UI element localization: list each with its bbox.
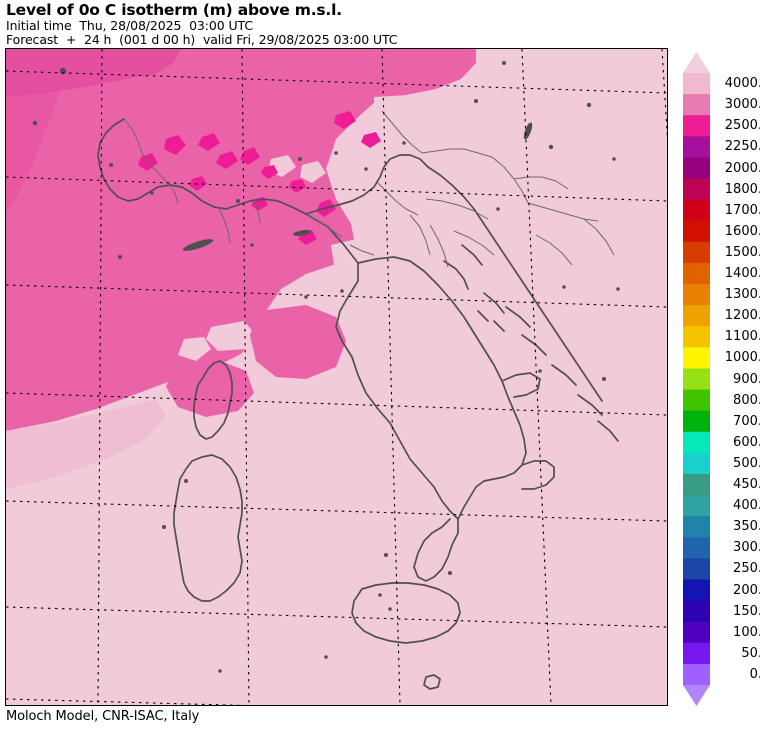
colorbar-tick-label: 2250. [724, 139, 760, 155]
colorbar-tick-label: 1600. [724, 223, 760, 239]
colorbar-tick-label: 100. [733, 624, 760, 640]
colorbar-band [683, 642, 710, 665]
colorbar-band [683, 136, 710, 159]
colorbar-tick-label: 400. [733, 498, 760, 514]
model-credit: Moloch Model, CNR-ISAC, Italy [6, 709, 200, 724]
colorbar-tick-label: 50. [741, 645, 760, 661]
colorbar-band [683, 157, 710, 180]
colorbar-tick-label: 1000. [724, 350, 760, 366]
colorbar-tick-label: 300. [733, 540, 760, 556]
colorbar-tick-label: 1300. [724, 287, 760, 303]
header-block: Level of 0o C isotherm (m) above m.s.l. … [6, 2, 706, 46]
colorbar-swatches [683, 52, 710, 706]
colorbar-band [683, 284, 710, 306]
colorbar-band [683, 241, 710, 264]
colorbar-tick-label: 1800. [724, 181, 760, 197]
colorbar-tick-label: 2000. [724, 160, 760, 176]
initial-time-label: Initial time Thu, 28/08/2025 03:00 UTC [6, 18, 253, 33]
colorbar-under-arrow [683, 685, 710, 706]
colorbar-band [683, 115, 710, 137]
colorbar-tick-label: 150. [733, 603, 760, 619]
colorbar-band [683, 389, 710, 412]
colorbar-band [683, 220, 710, 243]
colorbar-band [683, 73, 710, 95]
colorbar-tick-label: 1200. [724, 308, 760, 324]
colorbar-tick-label: 1100. [724, 329, 760, 345]
map-panel[interactable] [5, 48, 668, 706]
colorbar-tick-label: 700. [733, 413, 760, 429]
colorbar-band [683, 537, 710, 559]
colorbar-tick-label: 1700. [724, 202, 760, 218]
colorbar-band [683, 305, 710, 327]
colorbar-band [683, 199, 710, 222]
colorbar-band [683, 600, 710, 623]
colorbar-tick-label: 500. [733, 455, 760, 471]
colorbar-tick-label: 450. [733, 477, 760, 492]
colorbar-band [683, 621, 710, 644]
colorbar-tick-label: 350. [733, 519, 760, 535]
forecast-label: Forecast + 24 h (001 d 00 h) valid Fri, … [6, 31, 398, 47]
colorbar-tick-label: 1400. [724, 266, 760, 281]
colorbar-tick-label: 600. [733, 434, 760, 450]
colorbar-tick-label: 1500. [724, 244, 760, 260]
colorbar-band [683, 516, 710, 538]
colorbar-labels: 4000. 3000. 2500. 2250. 2000. 1800. 1700. 1600.… [718, 48, 760, 708]
colorbar-band [683, 262, 710, 285]
colorbar-band [683, 473, 710, 496]
colorbar-band [683, 495, 710, 517]
colorbar-band [683, 452, 710, 475]
colorbar-band [683, 431, 710, 454]
page-title: Level of 0o C isotherm (m) above m.s.l. [6, 1, 342, 19]
colorbar-tick-label: 2500. [724, 118, 760, 134]
colorbar-tick-label: 200. [733, 582, 760, 598]
colorbar-tick-label: 250. [733, 561, 760, 577]
colorbar-band [683, 347, 710, 370]
colorbar-tick-label: 4000. [724, 76, 760, 92]
colorbar-tick-label: 800. [733, 392, 760, 408]
colorbar-band [683, 579, 710, 602]
colorbar [683, 52, 710, 706]
colorbar-band [683, 663, 710, 686]
colorbar-band [683, 178, 710, 201]
colorbar-band [683, 410, 710, 433]
colorbar-tick-label: 3000. [724, 97, 760, 113]
colorbar-band [683, 326, 710, 348]
colorbar-tick-label: 900. [733, 371, 760, 387]
colorbar-band [683, 94, 710, 116]
colorbar-tick-label: 0. [749, 666, 760, 682]
colorbar-band [683, 368, 710, 391]
colorbar-band [683, 558, 710, 581]
colorbar-over-arrow [683, 52, 710, 73]
map-field-canvas [6, 49, 667, 705]
